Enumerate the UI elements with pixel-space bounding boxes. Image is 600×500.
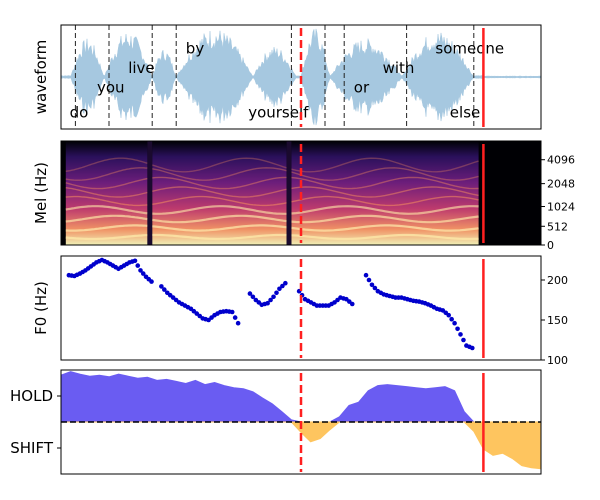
word-label-3: by <box>186 40 205 58</box>
word-label-6: with <box>383 59 415 77</box>
mel-harmonics <box>65 157 479 241</box>
f0-segment-2 <box>247 280 288 308</box>
f0-point-59 <box>250 294 256 300</box>
word-boundary-lines <box>74 25 475 129</box>
word-label-0: do <box>70 104 89 122</box>
f0-point-126 <box>470 345 475 351</box>
f0-point-89 <box>349 301 355 307</box>
f0-point-55 <box>229 309 235 315</box>
word-label-5: or <box>354 79 370 97</box>
turn-taking-panel: HOLD SHIFT <box>10 369 542 475</box>
mel-tick-label-4: 4096 <box>547 154 575 167</box>
f0-point-90 <box>363 272 369 278</box>
waveform-ylabel: waveform <box>32 40 50 115</box>
word-label-2: live <box>128 59 154 77</box>
turn-tick-label-1: SHIFT <box>10 439 54 457</box>
f0-point-57 <box>235 320 241 326</box>
mel-tick-label-3: 2048 <box>547 178 575 191</box>
f0-point-24 <box>132 258 138 264</box>
event-markers <box>299 28 485 472</box>
f0-point-27 <box>140 271 146 276</box>
f0-frame <box>60 255 542 361</box>
word-label-4: yourself <box>248 104 309 122</box>
word-label-7: someone <box>435 40 504 58</box>
f0-y-ticks: 100 150 200 <box>541 274 568 367</box>
f0-point-69 <box>280 283 285 289</box>
f0-point-31 <box>159 284 164 289</box>
f0-points <box>66 257 475 351</box>
turn-y-ticks: HOLD SHIFT <box>10 387 61 457</box>
f0-point-30 <box>149 279 154 284</box>
f0-tick-label-0: 100 <box>547 354 568 367</box>
f0-segment-4 <box>363 272 475 351</box>
word-label-8: else <box>450 104 480 122</box>
f0-segment-3 <box>296 288 355 308</box>
f0-point-64 <box>265 300 270 306</box>
f0-segment-1 <box>159 284 241 326</box>
f0-point-68 <box>277 286 282 292</box>
f0-point-70 <box>283 280 288 286</box>
f0-point-120 <box>452 320 457 326</box>
f0-panel: 100 150 200 F0 (Hz) <box>32 255 568 367</box>
mel-frame <box>60 140 542 246</box>
f0-segment-0 <box>66 257 154 284</box>
f0-ylabel: F0 (Hz) <box>32 281 50 335</box>
f0-point-92 <box>369 282 375 288</box>
turn-tick-label-0: HOLD <box>10 387 53 405</box>
f0-point-93 <box>372 285 378 291</box>
word-label-1: you <box>97 79 125 97</box>
mel-y-ticks: 0 512 1024 2048 4096 <box>541 154 575 252</box>
f0-tick-label-1: 150 <box>547 314 568 327</box>
f0-point-56 <box>232 315 238 320</box>
mel-energy-block-2 <box>291 141 479 245</box>
f0-point-32 <box>162 287 167 292</box>
f0-point-58 <box>247 291 253 296</box>
mel-tick-label-2: 1024 <box>547 201 575 214</box>
turn-frame <box>60 369 542 475</box>
f0-point-25 <box>135 263 141 268</box>
f0-point-122 <box>458 332 463 337</box>
mel-tick-label-0: 0 <box>547 239 554 252</box>
f0-point-123 <box>461 337 466 343</box>
f0-point-65 <box>268 297 273 303</box>
f0-tick-label-2: 200 <box>547 274 568 287</box>
f0-point-121 <box>455 326 460 332</box>
f0-point-26 <box>138 268 143 273</box>
f0-point-91 <box>366 277 372 283</box>
f0-point-67 <box>274 290 279 296</box>
mel-ylabel: Mel (Hz) <box>32 162 50 224</box>
waveform-frame <box>60 24 542 130</box>
f0-point-66 <box>271 294 276 300</box>
mel-tick-label-1: 512 <box>547 220 568 233</box>
f0-point-119 <box>449 316 454 322</box>
f0-point-118 <box>446 312 451 318</box>
mel-spectrogram-panel: 0 512 1024 2048 4096 Mel (Hz) <box>32 140 575 252</box>
